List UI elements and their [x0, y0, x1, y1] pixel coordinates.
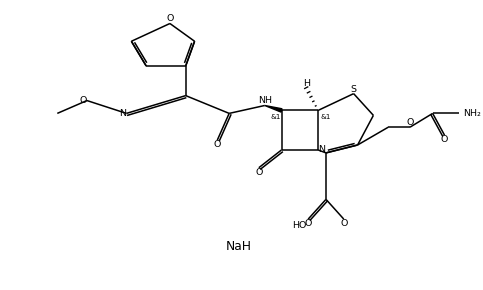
- Text: H: H: [303, 79, 310, 88]
- Text: O: O: [80, 96, 87, 105]
- Text: HO: HO: [292, 221, 306, 230]
- Text: O: O: [166, 14, 173, 23]
- Text: O: O: [441, 135, 448, 144]
- Text: O: O: [213, 140, 221, 149]
- Text: O: O: [304, 219, 312, 228]
- Text: N: N: [119, 109, 127, 118]
- Text: O: O: [255, 168, 262, 177]
- Text: N: N: [318, 146, 325, 155]
- Text: S: S: [351, 85, 356, 94]
- Text: O: O: [340, 219, 347, 228]
- Text: &1: &1: [320, 114, 330, 120]
- Text: &1: &1: [270, 114, 281, 120]
- Text: NaH: NaH: [226, 240, 252, 253]
- Text: NH: NH: [258, 97, 272, 106]
- Text: O: O: [406, 118, 413, 127]
- Polygon shape: [265, 106, 282, 112]
- Text: NH₂: NH₂: [463, 109, 481, 118]
